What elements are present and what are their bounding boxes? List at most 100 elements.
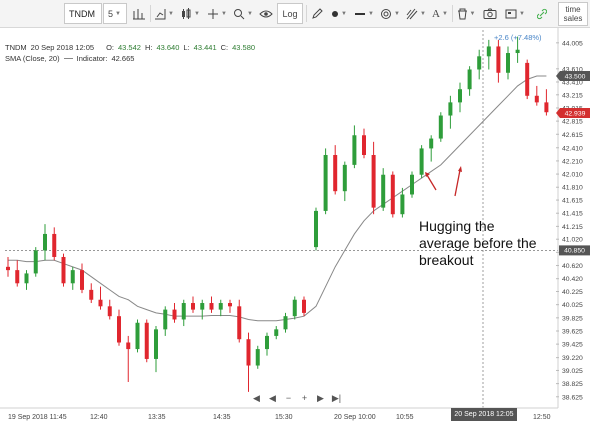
scroll-left-button[interactable]: ◀ — [269, 393, 276, 403]
toolbar-divider — [306, 5, 307, 22]
y-tick-label: 39.625 — [562, 328, 583, 335]
candle-body — [400, 194, 405, 215]
y-tick-label: 41.215 — [562, 224, 583, 231]
annotation-arrowhead — [425, 172, 430, 177]
y-tick-label: 42.815 — [562, 119, 583, 126]
candle — [265, 332, 269, 356]
candle — [506, 46, 510, 80]
time-sales-label-2: sales — [563, 14, 583, 23]
legend-open: 43.542 — [118, 43, 141, 52]
link-icon[interactable] — [535, 3, 549, 24]
candle — [24, 270, 29, 290]
x-tick-label: 19 Sep 2018 11:45 — [8, 414, 67, 421]
price-tag: 43.500 — [556, 71, 590, 82]
scroll-end-button[interactable]: ▶| — [331, 393, 342, 403]
candle — [477, 49, 482, 80]
candle — [525, 59, 530, 100]
candle — [515, 36, 520, 63]
candle — [209, 296, 214, 313]
text-icon[interactable]: A ▼ — [432, 7, 448, 20]
candle — [172, 303, 177, 323]
annotation-text: Hugging the average before the breakout — [419, 218, 579, 269]
candle-body — [390, 174, 395, 215]
crosshair-icon[interactable]: ▼ — [204, 3, 230, 24]
y-tick-label: 38.625 — [562, 394, 583, 401]
zoom-in-button[interactable]: + — [301, 393, 308, 403]
symbol-input[interactable]: TNDM — [64, 3, 102, 24]
legend-datetime: 20 Sep 2018 12:05 — [30, 43, 95, 52]
sma-line — [8, 75, 547, 322]
x-axis: 19 Sep 2018 11:45 12:40 13:35 14:35 15:30 20 … — [8, 414, 551, 421]
chevron-down-icon: ▼ — [115, 10, 121, 17]
line-icon[interactable]: ▼ — [355, 10, 374, 17]
candle-body — [98, 299, 103, 307]
candle — [323, 148, 328, 215]
price-tag-background — [556, 107, 590, 118]
annotation-arrow — [426, 174, 437, 191]
candle — [534, 85, 539, 106]
candle-body — [515, 49, 520, 54]
y-tick-label: 41.020 — [562, 237, 583, 244]
legend-indicator-name: SMA (Close, 20) — [5, 54, 60, 63]
candle — [467, 66, 472, 96]
annotation-arrow — [454, 169, 461, 197]
candle — [70, 266, 75, 290]
candlestick-icon[interactable]: ▼ — [152, 3, 176, 24]
candle-body — [135, 322, 140, 350]
price-tag: 42.939 — [556, 107, 590, 118]
candlestick-type-icon[interactable]: ▼ — [178, 3, 202, 24]
y-tick-label: 39.825 — [562, 315, 583, 322]
zoom-out-button[interactable]: − — [285, 393, 292, 403]
candle — [255, 345, 260, 369]
bar-chart-icon[interactable] — [130, 3, 148, 24]
pencil-icon[interactable] — [308, 3, 326, 24]
time-sales-button[interactable]: time sales — [558, 2, 588, 26]
price-tags: 43.500 42.939 — [556, 71, 590, 118]
candle — [371, 141, 376, 215]
annotation-line-1: Hugging the — [419, 218, 495, 234]
eye-icon[interactable] — [257, 3, 275, 24]
trash-icon[interactable]: ▼ — [454, 3, 478, 24]
candle — [61, 253, 66, 287]
interval-select[interactable]: 5 ▼ — [103, 3, 127, 24]
scroll-right-button[interactable]: ▶ — [317, 393, 324, 403]
y-tick-label: 39.025 — [562, 368, 583, 375]
candle — [80, 263, 84, 294]
chart-legend: TNDM 20 Sep 2018 12:05 O: 43.542 H: 43.640… — [5, 42, 255, 64]
candle — [496, 39, 501, 83]
candle — [15, 260, 20, 287]
candle — [33, 247, 38, 277]
crosshair-price-tag: 40.850 — [559, 245, 590, 256]
candle-body — [544, 102, 549, 113]
log-button[interactable]: Log — [277, 3, 303, 24]
candle-body — [302, 299, 306, 313]
candle-body — [237, 306, 242, 340]
scroll-start-button[interactable]: ◀ — [253, 393, 260, 403]
toolbar-divider — [452, 5, 453, 22]
y-tick-label: 41.415 — [562, 211, 583, 218]
x-tick-label: 15:30 — [275, 414, 293, 421]
annotation-arrows — [425, 166, 462, 197]
candle-body — [525, 62, 530, 96]
circle-icon[interactable]: ▼ — [378, 3, 402, 24]
candle-body — [477, 56, 482, 70]
zoom-icon[interactable]: ▼ — [230, 3, 256, 24]
fibonacci-icon[interactable]: ▼ — [404, 3, 428, 24]
candle — [342, 161, 347, 202]
camera-icon[interactable] — [481, 3, 499, 24]
y-tick-label: 43.410 — [562, 79, 583, 86]
x-tick-label: 12:40 — [90, 414, 108, 421]
annotation-arrowhead — [458, 166, 462, 172]
candle-body — [371, 155, 376, 208]
candle — [218, 299, 223, 317]
candle — [429, 135, 434, 162]
layout-icon[interactable]: ▼ — [503, 3, 527, 24]
candle-body — [381, 174, 386, 208]
candle-body — [246, 339, 251, 366]
price-tag-label: 42.939 — [565, 110, 586, 117]
x-tick-label: 20 Sep 10:00 — [334, 414, 376, 421]
candle-body — [438, 115, 443, 139]
candle-body — [255, 349, 260, 366]
dot-icon[interactable]: ▼ — [328, 3, 350, 24]
